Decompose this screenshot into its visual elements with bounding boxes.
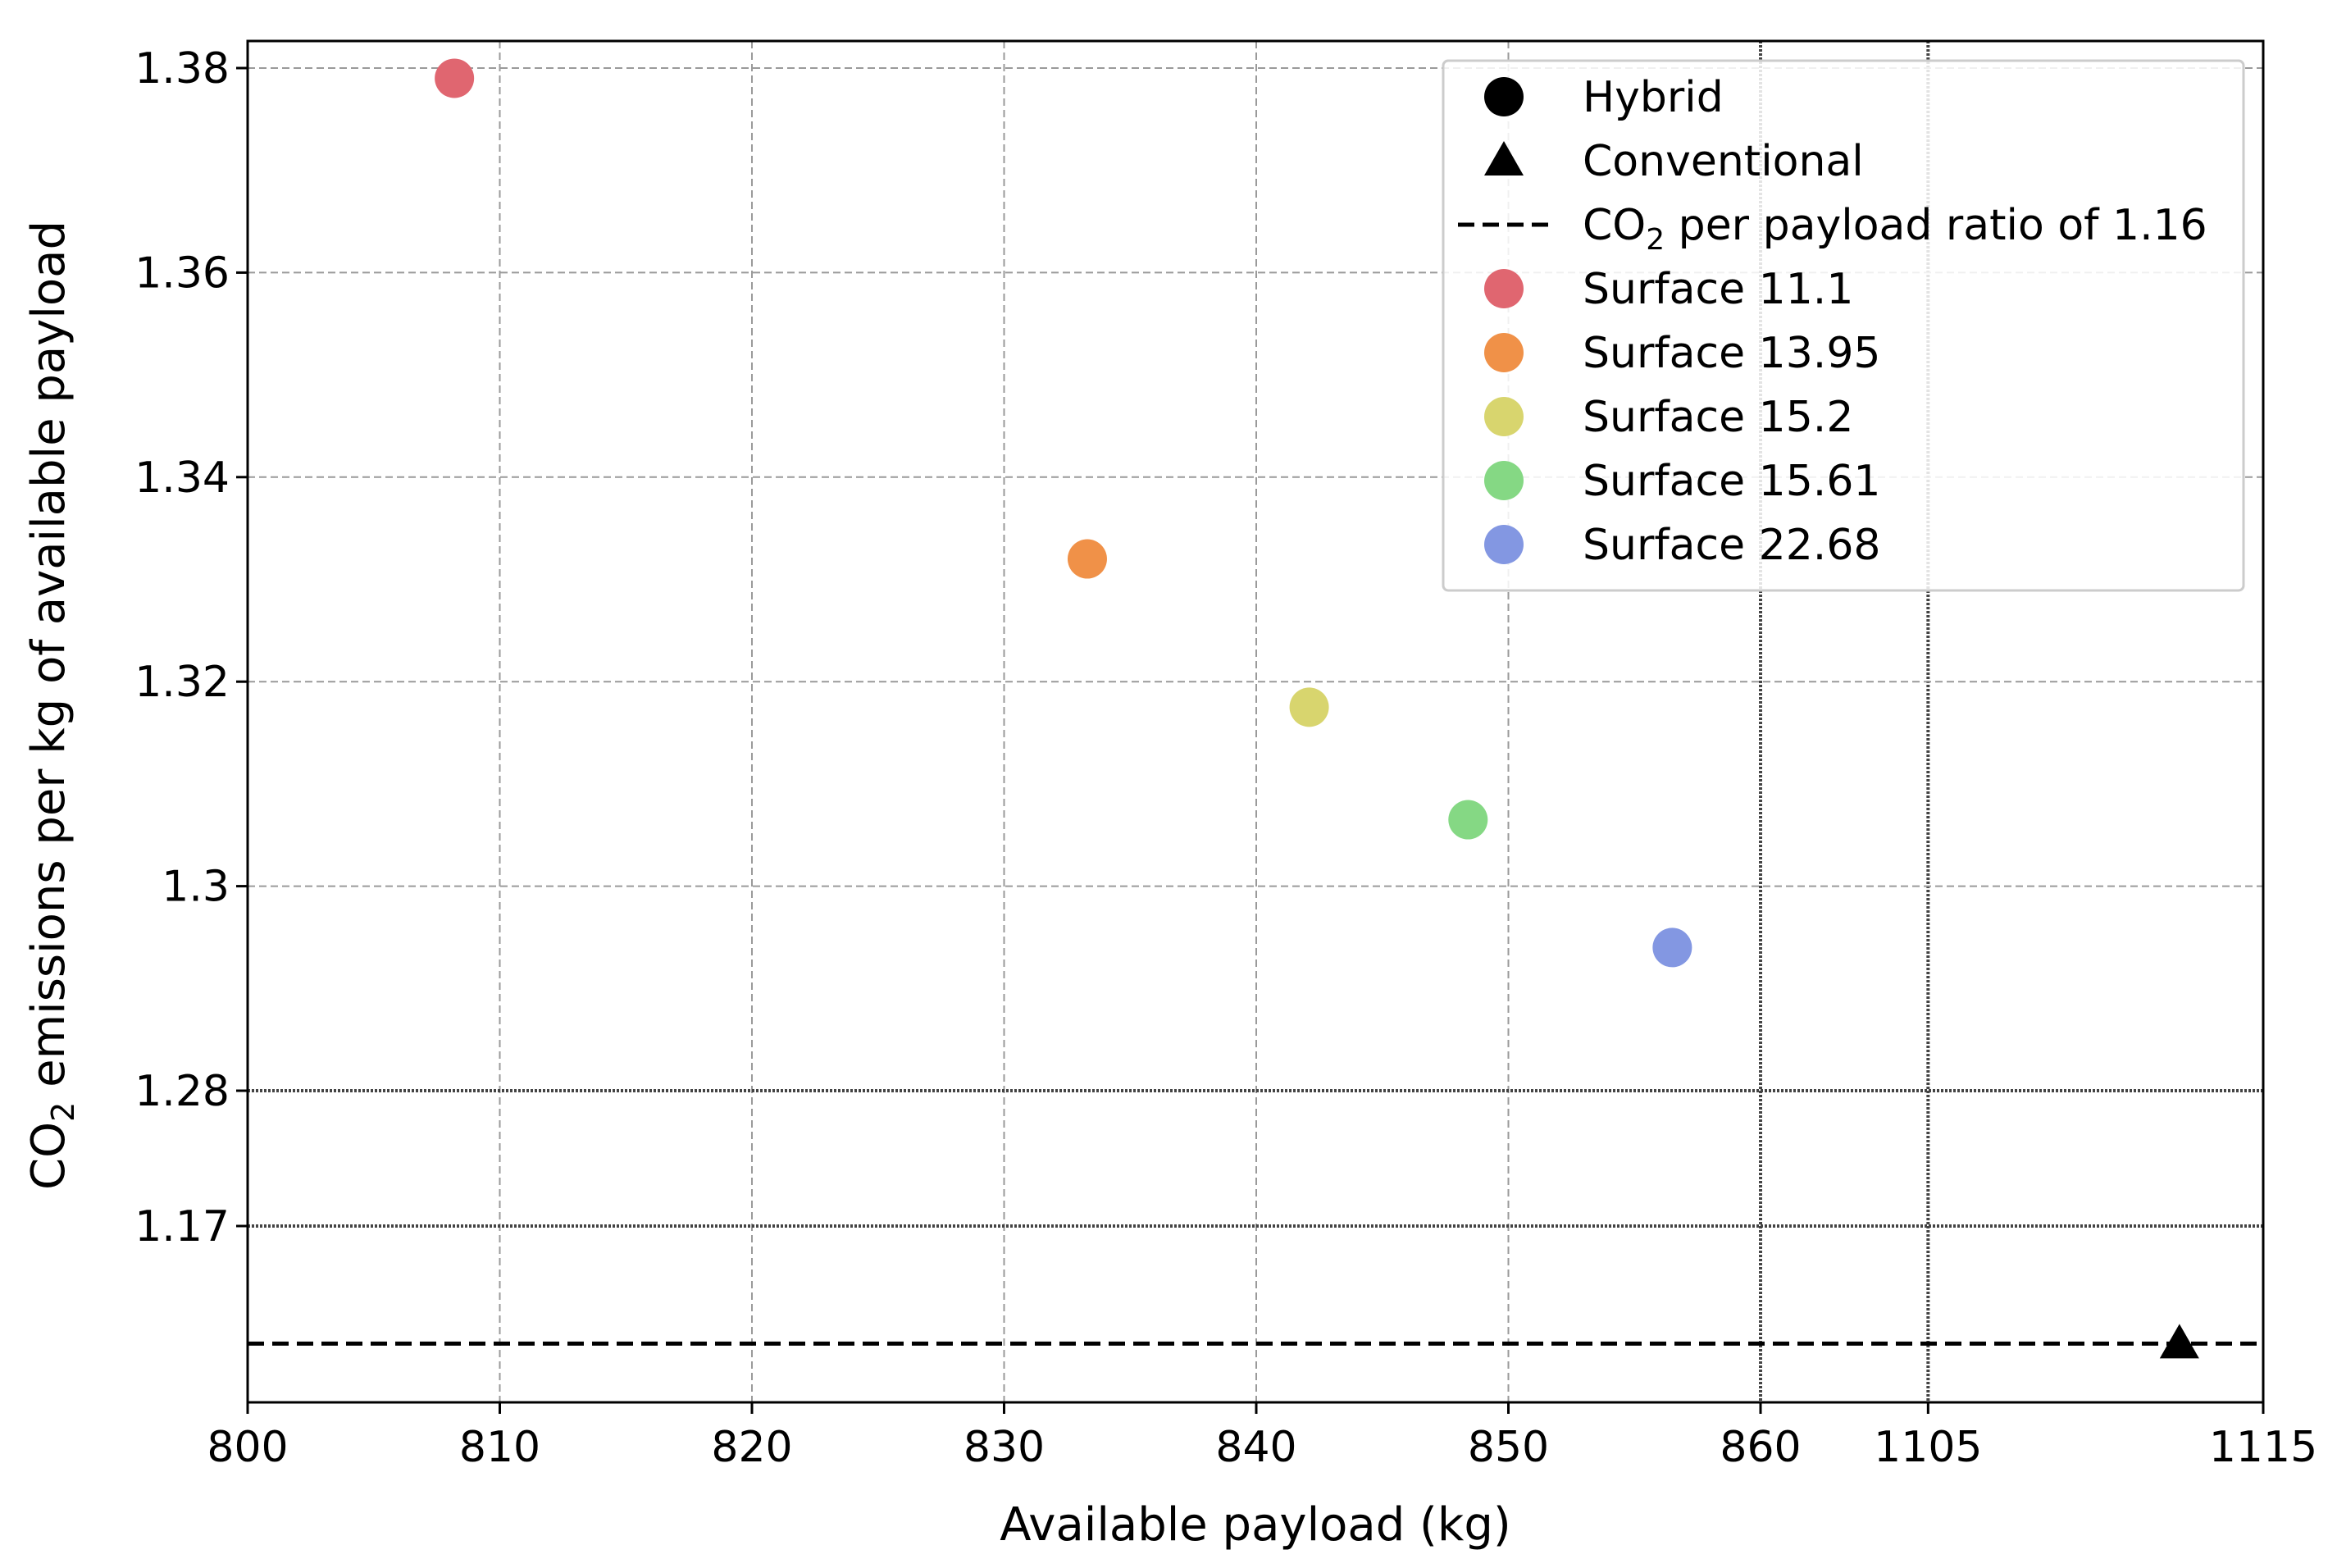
legend-box bbox=[1442, 59, 2245, 592]
x-tick-label: 1105 bbox=[1874, 1423, 1982, 1472]
legend-label: Surface 15.61 bbox=[1583, 457, 1881, 506]
y-tick-label: 1.3 bbox=[162, 863, 230, 912]
legend-label: Surface 13.95 bbox=[1583, 329, 1881, 378]
x-tick-label: 1115 bbox=[2209, 1423, 2317, 1472]
legend-label: Conventional bbox=[1583, 137, 1864, 186]
y-axis-label: CO2 emissions per kg of available payloa… bbox=[22, 221, 81, 1190]
legend-marker bbox=[1484, 269, 1524, 308]
y-tick-label: 1.36 bbox=[134, 248, 230, 298]
y-axis-label-prefix: CO bbox=[22, 1122, 75, 1190]
x-tick-label: 820 bbox=[711, 1423, 792, 1472]
data-point bbox=[1652, 928, 1692, 968]
x-tick-label: 840 bbox=[1215, 1423, 1296, 1472]
plot-area bbox=[248, 58, 2263, 1359]
y-tick-label: 1.28 bbox=[134, 1067, 230, 1116]
x-tick-label: 800 bbox=[207, 1423, 288, 1472]
legend-marker bbox=[1484, 461, 1524, 500]
x-tick-label: 860 bbox=[1720, 1423, 1801, 1472]
data-point bbox=[435, 58, 475, 98]
x-tick-label: 850 bbox=[1468, 1423, 1549, 1472]
data-point bbox=[1448, 800, 1488, 840]
y-tick-label: 1.38 bbox=[134, 44, 230, 93]
legend: Hybrid Conventional CO2 per payload ratio … bbox=[1442, 59, 2245, 592]
x-tick-label: 830 bbox=[963, 1423, 1045, 1472]
legend-entries: Hybrid Conventional CO2 per payload ratio … bbox=[1458, 73, 2207, 570]
x-tick-label: 810 bbox=[459, 1423, 540, 1472]
legend-label: CO2 per payload ratio of 1.16 bbox=[1583, 201, 2207, 257]
y-axis-label-subscript: 2 bbox=[45, 1102, 81, 1122]
ticks: 800 810 820 830 840 850 860 1105 1115 1.17 1.28 1.3… bbox=[134, 44, 2317, 1472]
legend-marker bbox=[1484, 141, 1524, 175]
data-point bbox=[1289, 687, 1329, 727]
data-point bbox=[1067, 539, 1107, 579]
y-tick-label: 1.17 bbox=[134, 1202, 230, 1251]
legend-label: Surface 15.2 bbox=[1583, 393, 1853, 442]
legend-label: Hybrid bbox=[1583, 73, 1724, 122]
legend-marker bbox=[1484, 525, 1524, 564]
data-point-conventional bbox=[2159, 1324, 2199, 1359]
x-axis-label: Available payload (kg) bbox=[1000, 1498, 1510, 1552]
legend-label: Surface 11.1 bbox=[1583, 265, 1853, 314]
y-tick-label: 1.32 bbox=[134, 658, 230, 707]
legend-marker bbox=[1484, 333, 1524, 372]
legend-marker bbox=[1484, 397, 1524, 436]
y-axis-label-suffix: emissions per kg of available payload bbox=[22, 221, 75, 1102]
legend-marker bbox=[1484, 77, 1524, 116]
legend-label: Surface 22.68 bbox=[1583, 521, 1881, 570]
y-tick-label: 1.34 bbox=[134, 454, 230, 503]
